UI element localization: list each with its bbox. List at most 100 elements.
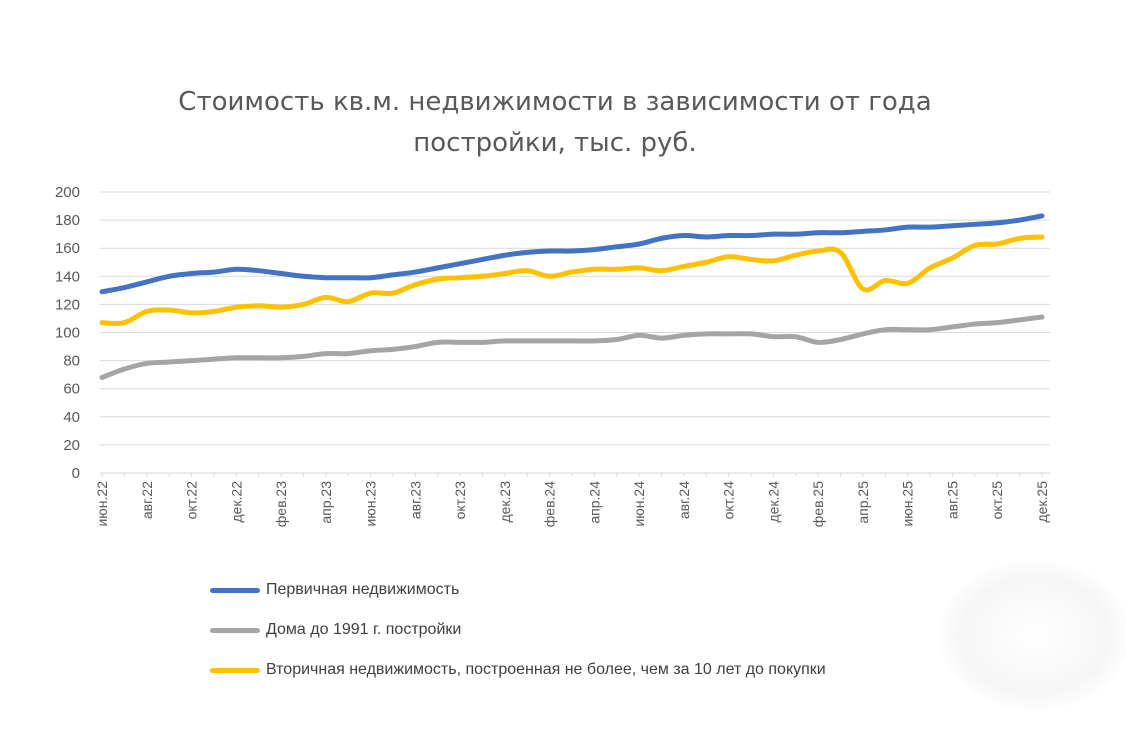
series-0-point-25 — [660, 236, 664, 240]
y-tick-label-4: 80 — [63, 353, 80, 370]
series-1-point-42 — [1040, 315, 1044, 319]
series-2-point-36 — [906, 281, 910, 285]
legend-label-secondary: Вторичная недвижимость, построенная не б… — [266, 661, 826, 678]
series-2-point-3 — [167, 308, 171, 312]
x-tick-label-13: авг.24 — [676, 481, 692, 519]
y-tick-label-5: 100 — [55, 325, 80, 342]
x-tick-label-14: окт.24 — [721, 481, 737, 520]
series-2-point-33 — [839, 250, 843, 254]
legend-item-secondary: Вторичная недвижимость, построенная не б… — [210, 650, 826, 690]
series-0-point-2 — [145, 280, 149, 284]
series-0-point-3 — [167, 274, 171, 278]
series-0-point-17 — [480, 257, 484, 261]
x-tick-label-12: июн.24 — [631, 481, 647, 527]
series-line-0 — [99, 213, 1045, 295]
series-1-point-10 — [324, 352, 328, 356]
series-1-point-37 — [928, 328, 932, 332]
series-1-point-20 — [548, 339, 552, 343]
legend-swatch-old-houses — [210, 627, 260, 633]
series-0-point-37 — [928, 225, 932, 229]
series-0-point-0 — [100, 290, 104, 294]
series-1-point-13 — [391, 347, 395, 351]
series-2-point-17 — [480, 274, 484, 278]
series-0-point-30 — [771, 232, 775, 236]
series-line-1 — [99, 314, 1045, 380]
legend-swatch-primary — [210, 587, 260, 593]
series-0-point-39 — [973, 222, 977, 226]
series-2-point-7 — [257, 304, 261, 308]
x-tick-label-7: авг.23 — [407, 481, 423, 519]
series-2-point-13 — [391, 291, 395, 295]
series-0-point-14 — [413, 270, 417, 274]
series-2-point-8 — [279, 305, 283, 309]
series-1-point-0 — [100, 375, 104, 379]
series-1-point-21 — [570, 339, 574, 343]
series-2-point-32 — [816, 249, 820, 253]
series-2-point-22 — [592, 267, 596, 271]
series-2-point-42 — [1040, 235, 1044, 239]
series-0-point-28 — [727, 234, 731, 238]
series-2-point-30 — [771, 259, 775, 263]
series-2-point-38 — [950, 256, 954, 260]
series-1-point-35 — [883, 328, 887, 332]
series-0-point-10 — [324, 276, 328, 280]
x-tick-label-10: фев.24 — [542, 481, 558, 527]
series-2-point-27 — [704, 260, 708, 264]
series-1-point-16 — [458, 340, 462, 344]
series-2-point-10 — [324, 295, 328, 299]
series-0-point-36 — [906, 225, 910, 229]
series-0-point-40 — [995, 221, 999, 225]
chart-legend: Первичная недвижимость Дома до 1991 г. п… — [210, 570, 826, 690]
series-1-point-40 — [995, 321, 999, 325]
series-2-point-16 — [458, 276, 462, 280]
series-2-point-26 — [682, 264, 686, 268]
y-tick-label-8: 160 — [55, 240, 80, 257]
series-1-point-19 — [525, 339, 529, 343]
series-0-point-13 — [391, 273, 395, 277]
series-0-point-12 — [369, 276, 373, 280]
x-tick-label-5: апр.23 — [318, 481, 334, 524]
x-tick-label-4: фев.23 — [273, 481, 289, 527]
series-0-point-11 — [346, 276, 350, 280]
series-0-point-9 — [301, 274, 305, 278]
series-1-point-28 — [727, 332, 731, 336]
x-tick-label-16: фев.25 — [810, 481, 826, 527]
x-tick-label-18: июн.25 — [900, 481, 916, 527]
series-2-point-37 — [928, 266, 932, 270]
series-0-point-23 — [615, 245, 619, 249]
series-2-point-20 — [548, 274, 552, 278]
series-1-point-6 — [234, 356, 238, 360]
x-tick-label-17: апр.25 — [855, 481, 871, 524]
series-2-point-14 — [413, 283, 417, 287]
series-2-point-41 — [1018, 236, 1022, 240]
series-1-point-32 — [816, 340, 820, 344]
x-tick-label-8: окт.23 — [452, 481, 468, 520]
series-1-point-41 — [1018, 318, 1022, 322]
series-0-point-33 — [839, 231, 843, 235]
series-2-point-24 — [637, 266, 641, 270]
x-tick-label-6: июн.23 — [363, 481, 379, 527]
series-2-point-19 — [525, 269, 529, 273]
series-0-point-42 — [1040, 214, 1044, 218]
series-2-point-39 — [973, 243, 977, 247]
legend-item-old-houses: Дома до 1991 г. постройки — [210, 610, 826, 650]
series-0-point-38 — [950, 224, 954, 228]
series-2-point-28 — [727, 255, 731, 259]
series-0-point-34 — [861, 229, 865, 233]
series-0-point-20 — [548, 249, 552, 253]
series-0-point-29 — [749, 234, 753, 238]
series-0-point-18 — [503, 253, 507, 257]
series-1-point-12 — [369, 349, 373, 353]
series-0-point-7 — [257, 269, 261, 273]
x-tick-label-3: дек.22 — [228, 481, 244, 523]
series-1-point-36 — [906, 328, 910, 332]
series-0-point-19 — [525, 250, 529, 254]
series-0-point-22 — [592, 248, 596, 252]
chart-title: Стоимость кв.м. недвижимости в зависимос… — [178, 87, 932, 158]
series-2-point-5 — [212, 309, 216, 313]
series-0-point-24 — [637, 242, 641, 246]
series-2-point-21 — [570, 270, 574, 274]
series-1-point-30 — [771, 335, 775, 339]
series-1-point-24 — [637, 333, 641, 337]
